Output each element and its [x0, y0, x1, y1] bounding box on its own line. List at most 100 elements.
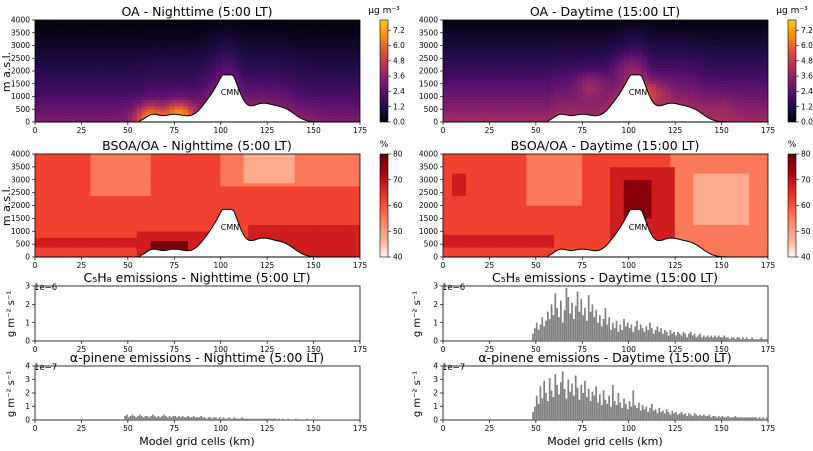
heatmap-cell	[108, 108, 115, 113]
heatmap-cell	[549, 67, 555, 72]
heatmap-cell	[642, 35, 648, 40]
heatmap-cell	[39, 214, 45, 219]
heatmap-cell	[308, 73, 314, 78]
heatmap-cell	[535, 20, 541, 24]
heatmap-cell	[642, 22, 648, 27]
heatmap-cell	[35, 237, 40, 242]
heatmap-cell	[512, 118, 518, 122]
heatmap-cell	[285, 73, 291, 78]
heatmap-cell	[76, 80, 82, 85]
heatmap-cell	[739, 38, 746, 43]
heatmap-cell	[563, 77, 569, 81]
heatmap-cell	[577, 22, 583, 27]
heatmap-cell	[276, 89, 282, 94]
heatmap-cell	[512, 57, 518, 62]
heatmap-cell	[739, 48, 746, 53]
heatmap-cell	[679, 73, 685, 78]
heatmap-cell	[141, 35, 147, 40]
heatmap-cell	[586, 61, 592, 65]
heatmap-cell	[479, 115, 486, 120]
heatmap-cell	[614, 26, 620, 30]
heatmap-cell	[526, 73, 532, 78]
heatmap-cell	[341, 73, 347, 78]
heatmap-cell	[749, 70, 755, 75]
heatmap-cell	[132, 105, 138, 110]
heatmap-cell	[146, 42, 152, 46]
heatmap-cell	[43, 182, 50, 187]
heatmap-cell	[35, 67, 40, 72]
heatmap-cell	[322, 83, 328, 88]
heatmap-cell	[173, 83, 180, 88]
heatmap-cell	[586, 105, 592, 110]
heatmap-cell	[763, 70, 768, 75]
heatmap-cell	[716, 77, 722, 81]
heatmap-cell	[581, 29, 588, 34]
heatmap-cell	[280, 96, 287, 100]
heatmap-cell	[248, 22, 254, 27]
heatmap-cell	[503, 42, 509, 46]
heatmap-cell	[136, 115, 143, 120]
heatmap-cell	[530, 64, 537, 69]
heatmap-cell	[530, 61, 537, 65]
heatmap-cell	[735, 57, 741, 62]
heatmap-cell	[35, 118, 40, 122]
heatmap-cell	[489, 80, 495, 85]
heatmap-cell	[229, 20, 235, 24]
heatmap-cell	[443, 115, 448, 120]
heatmap-cell	[67, 163, 73, 168]
heatmap-cell	[350, 51, 356, 56]
heatmap-cell	[122, 54, 129, 59]
heatmap-cell	[104, 26, 110, 30]
heatmap-cell	[465, 29, 472, 34]
heatmap-cell	[558, 86, 565, 91]
heatmap-cell	[558, 93, 565, 97]
heatmap-cell	[118, 115, 124, 120]
heatmap-cell	[688, 26, 695, 30]
heatmap-cell	[498, 67, 504, 72]
heatmap-cell	[614, 42, 620, 46]
heatmap-cell	[693, 83, 699, 88]
heatmap-cell	[763, 45, 768, 49]
heatmap-cell	[600, 26, 606, 30]
heatmap-cell	[127, 89, 133, 94]
heatmap-cell	[331, 35, 338, 40]
heatmap-cell	[707, 67, 713, 72]
heatmap-cell	[53, 83, 59, 88]
heatmap-cell	[711, 61, 718, 65]
heatmap-cell	[132, 67, 138, 72]
heatmap-cell	[591, 42, 597, 46]
heatmap-cell	[535, 54, 541, 59]
heatmap-cell	[201, 99, 208, 104]
heatmap-cell	[577, 102, 583, 107]
heatmap-cell	[197, 57, 203, 62]
heatmap-cell	[447, 45, 453, 49]
heatmap-cell	[53, 108, 59, 113]
heatmap-cell	[201, 54, 208, 59]
heatmap-cell	[248, 29, 254, 34]
heatmap-cell	[62, 22, 68, 27]
heatmap-cell	[90, 102, 96, 107]
heatmap-cell	[108, 32, 115, 37]
heatmap-cell	[183, 67, 189, 72]
heatmap-cell	[243, 70, 249, 75]
heatmap-cell	[271, 22, 277, 27]
heatmap-cell	[568, 61, 574, 65]
heatmap-cell	[725, 64, 732, 69]
heatmap-cell	[749, 86, 755, 91]
heatmap-cell	[67, 201, 73, 206]
heatmap-cell	[605, 80, 611, 85]
heatmap-cell	[127, 51, 133, 56]
heatmap-cell	[581, 54, 588, 59]
heatmap-cell	[160, 35, 166, 40]
heatmap-cell	[600, 32, 606, 37]
heatmap-cell	[355, 38, 360, 43]
heatmap-cell	[512, 32, 518, 37]
heatmap-cell	[725, 105, 732, 110]
heatmap-cell	[85, 77, 92, 81]
heatmap-cell	[118, 80, 124, 85]
heatmap-cell	[521, 112, 527, 116]
heatmap-cell	[238, 38, 245, 43]
heatmap-cell	[220, 51, 226, 56]
heatmap-cell	[243, 22, 249, 27]
heatmap-cell	[173, 67, 180, 72]
